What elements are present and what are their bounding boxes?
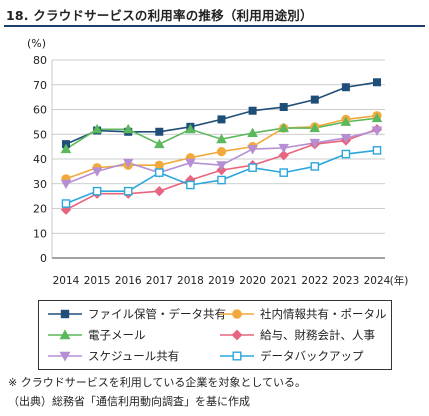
data-point-s5-2024 — [371, 126, 383, 136]
data-point-s5-2020 — [247, 145, 258, 155]
data-point-s6-2014 — [61, 199, 71, 208]
data-point-s3-2019 — [216, 133, 227, 144]
data-point-s5-2014 — [60, 179, 72, 190]
data-point-s3-2017 — [154, 138, 165, 149]
x-tick-label: 2019 — [208, 275, 235, 287]
footnote: ※ クラウドサービスを利用している企業を対象としている。 — [8, 376, 307, 389]
data-point-s1-2023 — [341, 83, 350, 92]
data-point-s6-2015 — [92, 186, 102, 196]
data-point-s1-2020 — [248, 106, 257, 115]
data-point-s5-2018 — [185, 158, 196, 169]
x-tick-label: 2016 — [115, 275, 142, 287]
data-point-s6-2019 — [217, 175, 226, 185]
legend-swatch — [48, 309, 82, 319]
data-point-s2-2019 — [216, 146, 227, 157]
y-tick-label: 80 — [33, 54, 47, 67]
data-point-s5-2022 — [309, 138, 321, 149]
data-point-s5-2021 — [278, 143, 289, 154]
x-tick-label: 2015 — [84, 275, 111, 287]
legend-swatch — [220, 309, 254, 319]
data-point-s2-2017 — [154, 160, 164, 170]
data-point-s5-2016 — [122, 158, 134, 169]
legend-item: 社内情報共有・ポータル — [219, 305, 387, 323]
data-point-s6-2018 — [186, 180, 195, 190]
y-tick-label: 50 — [33, 128, 47, 141]
data-point-s6-2017 — [154, 168, 164, 177]
data-point-s1-2019 — [217, 115, 226, 124]
legend-label: データバックアップ — [260, 349, 364, 363]
y-tick-label: 60 — [33, 104, 47, 117]
chart-legend: ファイル保管・データ共有 社内情報共有・ポータル電子メール 給与、財務会計、人事スケ… — [38, 300, 392, 370]
legend-marker — [59, 329, 71, 340]
data-point-s5-2023 — [340, 133, 352, 144]
data-point-s6-2022 — [310, 162, 320, 171]
data-point-s3-2021 — [278, 122, 289, 133]
data-point-s3-2015 — [91, 123, 103, 134]
legend-label: 電子メール — [88, 328, 146, 342]
legend-swatch — [220, 329, 254, 341]
data-point-s4-2021 — [278, 150, 289, 161]
legend-swatch — [48, 351, 82, 362]
y-tick-label: 70 — [33, 79, 47, 92]
data-point-s3-2020 — [247, 127, 258, 138]
chart-title-bar: 18. クラウドサービスの利用率の推移（利用用途別） — [0, 0, 429, 28]
y-tick-label: 30 — [33, 178, 47, 191]
x-tick-label: 2021 — [270, 275, 297, 287]
y-tick-label: 20 — [33, 203, 47, 216]
chart-title: 18. クラウドサービスの利用率の推移（利用用途別） — [6, 8, 313, 23]
data-point-s1-2017 — [155, 127, 164, 136]
data-point-s6-2024 — [372, 146, 382, 155]
x-tick-label: 2022 — [301, 275, 328, 287]
legend-item: スケジュール共有 — [47, 347, 179, 365]
legend-item: ファイル保管・データ共有 — [47, 305, 226, 323]
y-axis-unit: (%) — [27, 37, 46, 50]
data-point-s4-2017 — [154, 186, 165, 197]
data-point-s3-2023 — [340, 116, 352, 126]
x-tick-label: 2014 — [53, 275, 80, 287]
x-tick-label: 2023 — [333, 275, 360, 287]
legend-item: データバックアップ — [219, 347, 364, 365]
title-underline — [4, 25, 425, 27]
data-point-s5-2019 — [216, 161, 227, 171]
x-axis-unit: (年) — [390, 274, 409, 287]
x-tick-label: 2020 — [239, 275, 266, 287]
legend-marker — [59, 351, 71, 362]
line-chart: (%) 0 10 20 30 40 50 60 70 80 2014 2015 2016 2017 2018… — [27, 37, 409, 287]
x-tick-label: 2017 — [146, 275, 173, 287]
legend-marker — [232, 309, 242, 319]
legend-label: ファイル保管・データ共有 — [88, 307, 226, 321]
data-point-s3-2016 — [122, 123, 134, 134]
y-tick-label: 40 — [33, 153, 47, 166]
data-point-s6-2016 — [123, 186, 133, 196]
data-point-s6-2023 — [341, 149, 351, 159]
legend-label: 社内情報共有・ポータル — [260, 307, 387, 321]
data-point-s6-2021 — [279, 168, 289, 177]
data-point-s3-2024 — [371, 112, 383, 123]
source-note: （出典）総務省「通信利用動向調査」を基に作成 — [8, 395, 250, 408]
legend-label: 給与、財務会計、人事 — [260, 328, 375, 342]
y-tick-label: 10 — [33, 227, 47, 240]
legend-marker — [232, 351, 242, 361]
legend-item: 電子メール — [47, 326, 146, 344]
data-point-s3-2022 — [309, 122, 321, 133]
data-point-s5-2015 — [91, 167, 103, 177]
data-point-s1-2024 — [372, 78, 381, 87]
x-tick-label: 2024 — [364, 275, 391, 287]
data-point-s3-2018 — [185, 123, 196, 134]
data-point-s3-2014 — [60, 143, 72, 154]
data-point-s6-2020 — [248, 163, 257, 172]
legend-marker — [60, 309, 70, 319]
legend-label: スケジュール共有 — [88, 349, 180, 363]
y-tick-label: 0 — [40, 252, 47, 265]
legend-item: 給与、財務会計、人事 — [219, 326, 375, 344]
legend-swatch — [48, 329, 82, 340]
legend-marker — [231, 329, 243, 341]
x-tick-label: 2018 — [177, 275, 204, 287]
data-point-s1-2021 — [279, 103, 288, 112]
data-point-s1-2022 — [310, 95, 319, 104]
legend-swatch — [220, 351, 254, 361]
